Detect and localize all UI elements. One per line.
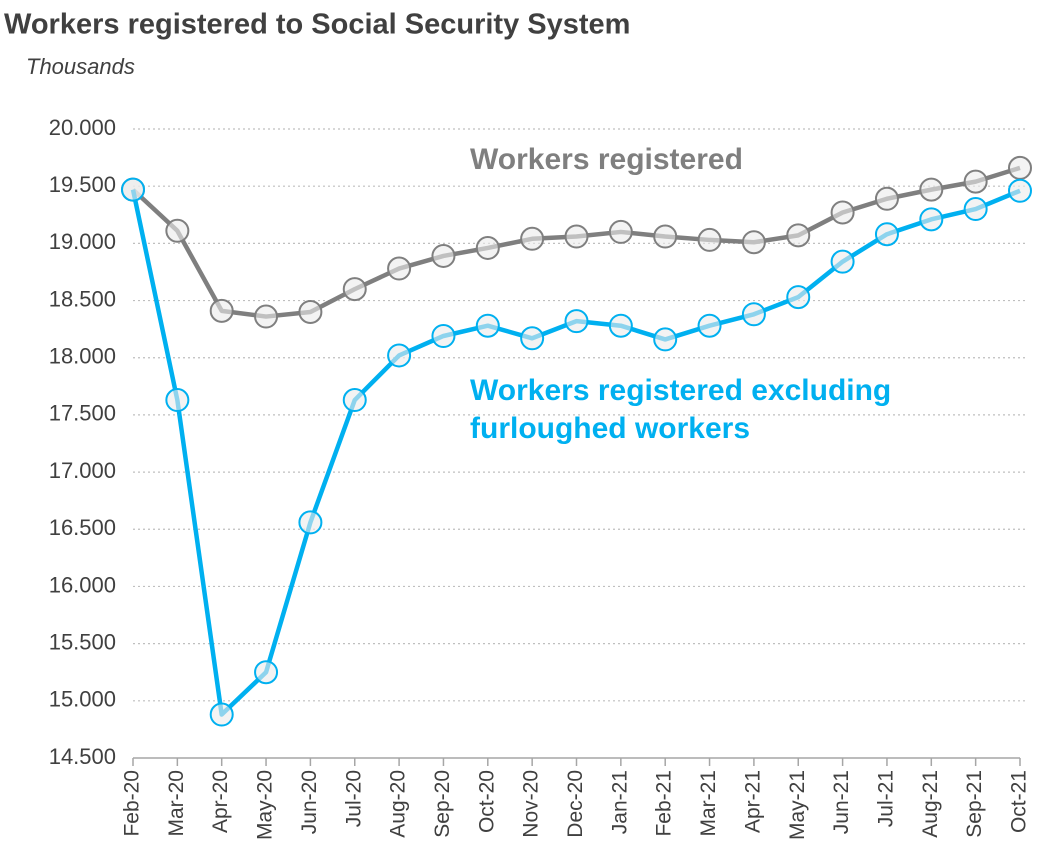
marker <box>697 313 722 338</box>
marker <box>963 197 988 222</box>
x-tick-label: Aug-20 <box>387 770 410 838</box>
x-tick-label: Oct-20 <box>475 770 498 833</box>
marker <box>387 343 412 368</box>
marker <box>653 327 678 352</box>
marker <box>608 219 633 244</box>
marker <box>431 323 456 348</box>
marker <box>874 222 899 247</box>
marker <box>564 309 589 334</box>
y-tick-label: 20.000 <box>49 115 116 140</box>
series-label: Workers registered excluding furloughed … <box>470 374 892 445</box>
x-tick-label: Feb-21 <box>653 770 676 837</box>
marker <box>608 313 633 338</box>
x-tick-label: Jul-21 <box>874 770 897 827</box>
chart-subtitle: Thousands <box>26 54 135 79</box>
marker <box>254 660 279 685</box>
x-tick-label: Oct-21 <box>1008 770 1031 833</box>
marker <box>165 388 190 413</box>
marker <box>1008 178 1032 203</box>
marker <box>564 224 589 249</box>
marker <box>741 302 766 327</box>
marker <box>830 249 855 274</box>
x-tick-label: Dec-20 <box>564 770 587 838</box>
chart-title: Workers registered to Social Security Sy… <box>4 9 630 41</box>
x-tick-label: Jan-21 <box>608 770 631 834</box>
marker <box>520 226 545 251</box>
y-tick-label: 19.000 <box>49 229 116 254</box>
x-tick-label: Nov-20 <box>520 770 543 838</box>
y-tick-label: 19.500 <box>49 172 116 197</box>
marker <box>697 227 722 252</box>
y-tick-label: 15.500 <box>49 629 116 654</box>
marker <box>786 223 811 248</box>
marker <box>342 388 367 413</box>
x-tick-label: May-20 <box>254 770 277 840</box>
marker <box>475 313 500 338</box>
x-tick-label: Mar-20 <box>165 770 188 837</box>
marker <box>387 256 412 281</box>
marker <box>254 304 279 329</box>
marker <box>963 169 988 194</box>
y-tick-label: 16.500 <box>49 515 116 540</box>
y-tick-label: 14.500 <box>49 744 116 769</box>
marker <box>121 177 145 202</box>
marker <box>786 285 811 310</box>
series-label: Workers registered <box>470 143 743 176</box>
x-tick-label: Feb-20 <box>121 770 144 837</box>
marker <box>209 702 234 727</box>
x-tick-label: Apr-20 <box>209 770 232 833</box>
x-tick-label: Jul-20 <box>342 770 365 827</box>
x-tick-label: Sep-21 <box>963 770 986 838</box>
marker <box>830 200 855 225</box>
x-tick-label: Apr-21 <box>741 770 764 833</box>
y-tick-label: 15.000 <box>49 687 116 712</box>
marker <box>209 298 234 323</box>
x-tick-label: Jun-21 <box>830 770 853 834</box>
marker <box>919 207 944 232</box>
marker <box>653 224 678 249</box>
marker <box>741 230 766 255</box>
marker <box>342 277 367 302</box>
x-tick-label: Aug-21 <box>919 770 942 838</box>
x-tick-label: May-21 <box>786 770 809 840</box>
marker <box>298 299 323 324</box>
y-tick-label: 17.000 <box>49 458 116 483</box>
marker <box>919 177 944 202</box>
marker <box>1008 155 1032 180</box>
marker <box>475 235 500 260</box>
y-tick-label: 18.000 <box>49 344 116 369</box>
series-line <box>130 188 1021 717</box>
x-tick-label: Sep-20 <box>431 770 454 838</box>
marker <box>520 326 545 351</box>
marker <box>431 243 456 268</box>
y-tick-label: 18.500 <box>49 286 116 311</box>
y-tick-label: 17.500 <box>49 401 116 426</box>
marker <box>874 186 899 211</box>
x-tick-label: Jun-20 <box>298 770 321 834</box>
x-tick-label: Mar-21 <box>697 770 720 837</box>
y-tick-label: 16.000 <box>49 572 116 597</box>
marker <box>165 218 190 243</box>
marker <box>298 510 323 535</box>
